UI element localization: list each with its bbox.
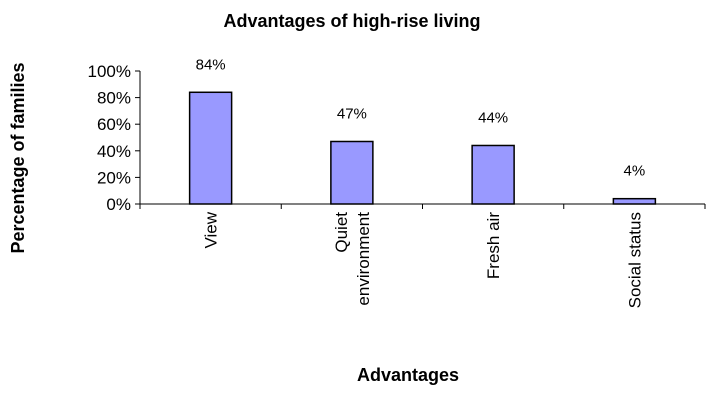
category-label: Social status [625, 212, 644, 308]
data-label: 47% [337, 105, 367, 122]
data-label: 84% [196, 56, 226, 73]
x-axis-title: Advantages [357, 365, 459, 385]
category-label: environment [354, 212, 373, 306]
data-label: 4% [624, 163, 646, 180]
data-label: 44% [478, 109, 508, 126]
y-tick-label: 80% [97, 89, 131, 108]
bar [471, 144, 515, 205]
category-label: Fresh air [484, 212, 503, 279]
y-tick-label: 60% [97, 115, 131, 134]
y-tick-label: 40% [97, 142, 131, 161]
plot-area: 0% 20% 40% 60% 80% 100% 84% View 47% Quiet environ… [88, 56, 706, 308]
category-label: Quiet [332, 212, 351, 253]
y-axis-title: Percentage of families [8, 62, 28, 253]
chart-title: Advantages of high-rise living [223, 11, 480, 31]
y-tick-label: 0% [106, 195, 131, 214]
bar [330, 140, 374, 205]
y-tick-label: 100% [88, 62, 131, 81]
category-label: View [202, 211, 221, 248]
bar [188, 91, 233, 205]
bar [612, 197, 657, 205]
y-tick-label: 20% [97, 168, 131, 187]
